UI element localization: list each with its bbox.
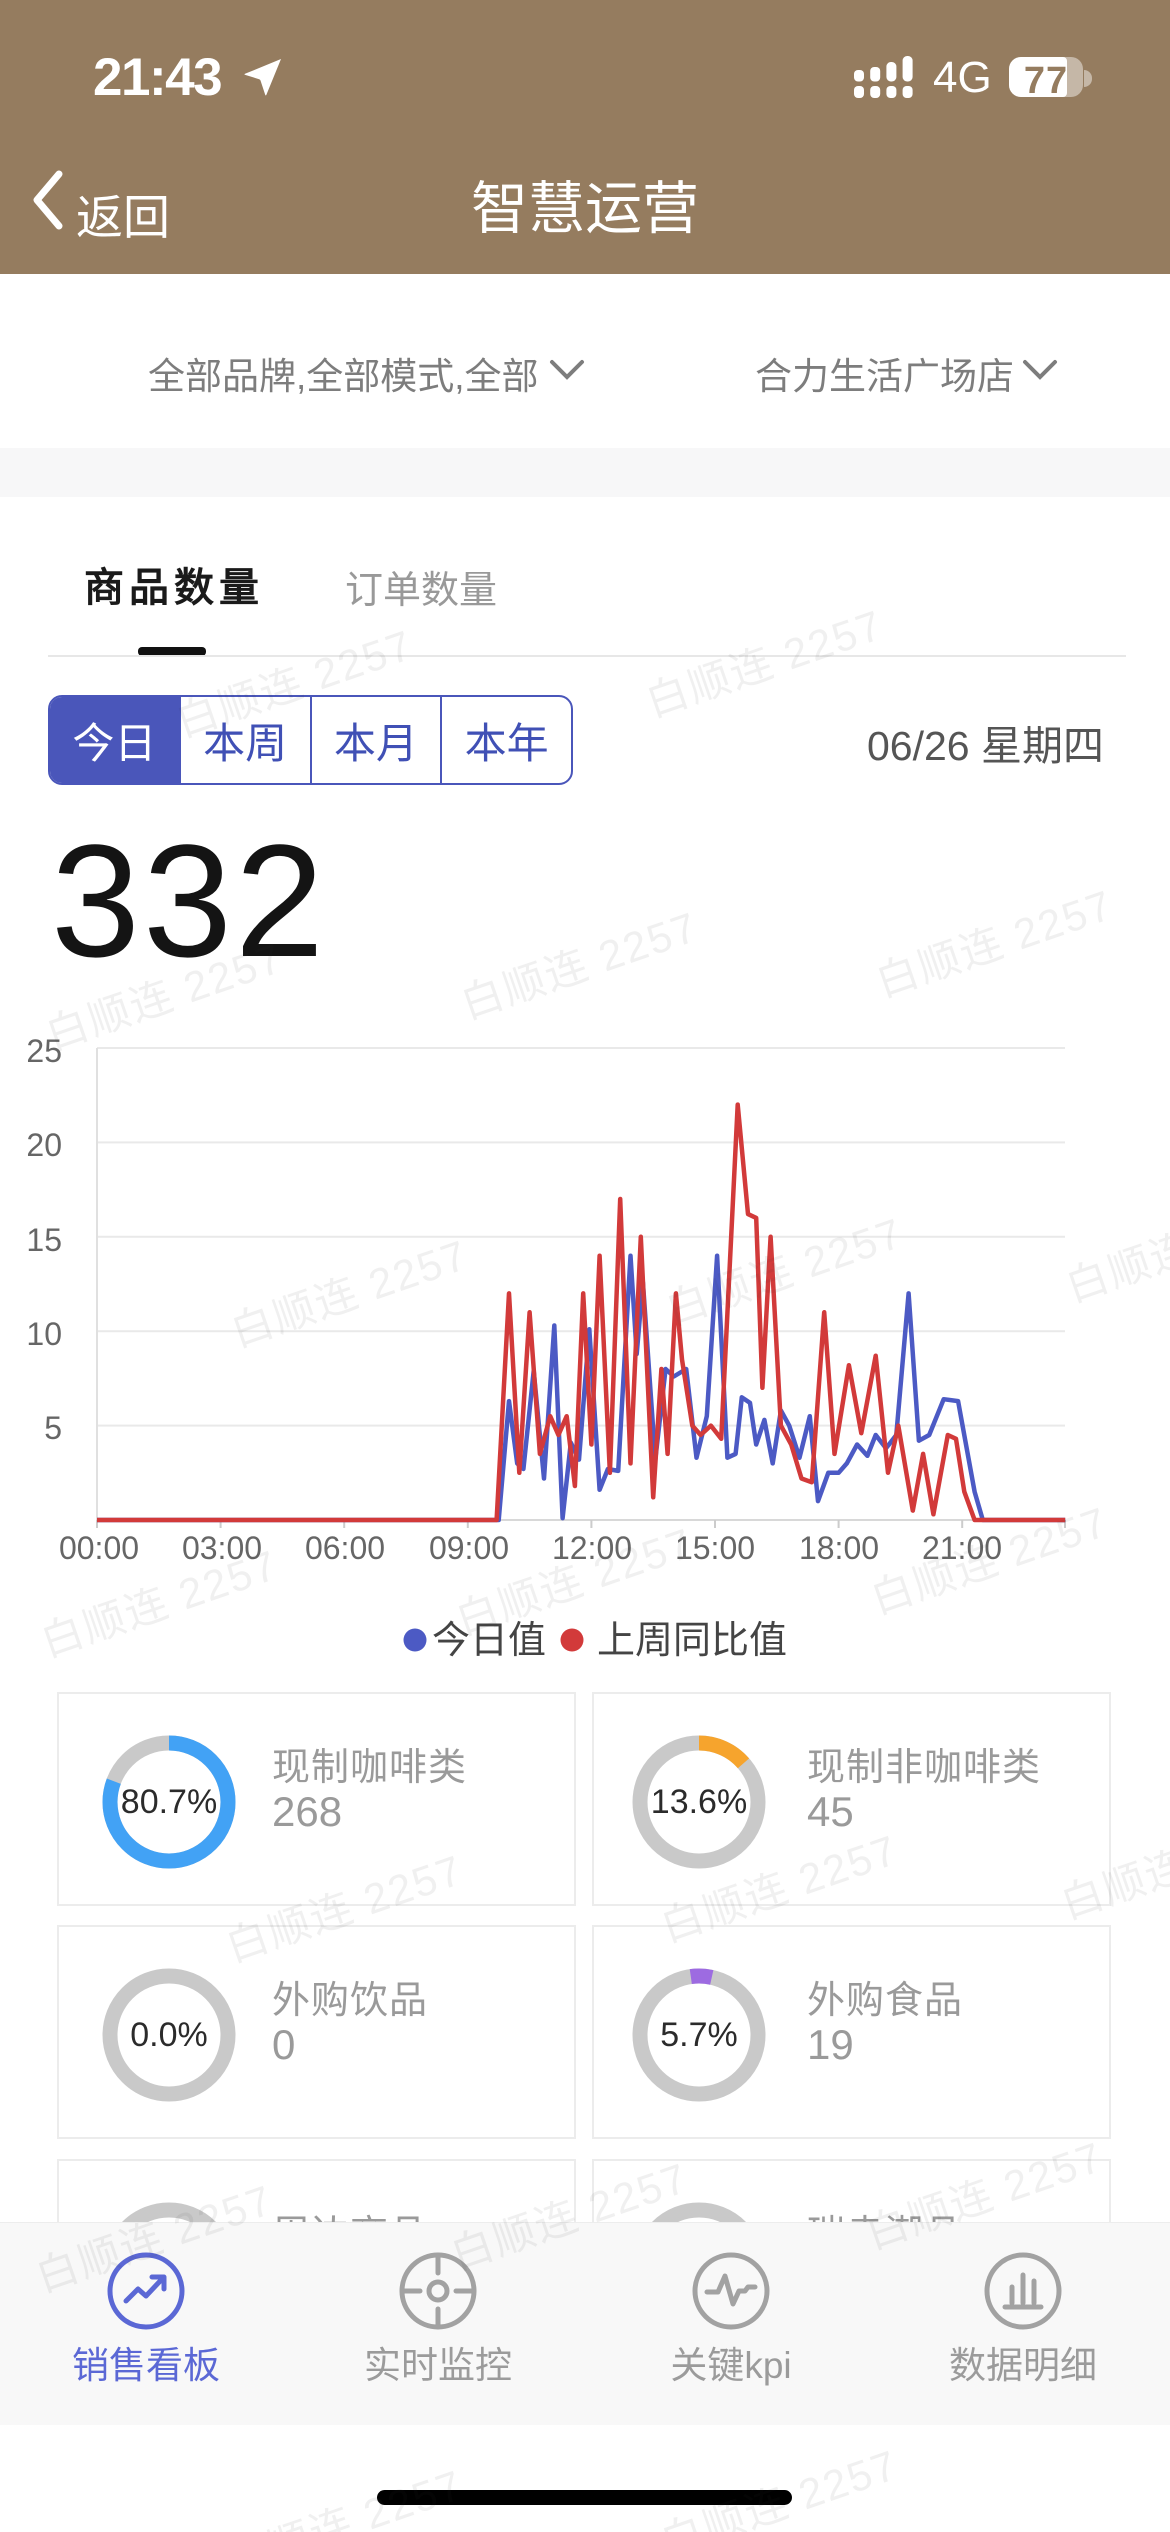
svg-text:今日值: 今日值 xyxy=(432,1620,546,1662)
svg-text:00:00: 00:00 xyxy=(59,1530,139,1566)
svg-text:上周同比值: 上周同比值 xyxy=(597,1620,787,1662)
svg-text:10: 10 xyxy=(26,1316,62,1352)
svg-text:09:00: 09:00 xyxy=(429,1530,509,1566)
svg-text:15:00: 15:00 xyxy=(675,1530,755,1566)
svg-text:25: 25 xyxy=(26,1033,62,1069)
svg-text:21:00: 21:00 xyxy=(922,1530,1002,1566)
svg-text:12:00: 12:00 xyxy=(552,1530,632,1566)
svg-text:03:00: 03:00 xyxy=(182,1530,262,1566)
svg-text:18:00: 18:00 xyxy=(799,1530,879,1566)
svg-text:5: 5 xyxy=(44,1410,62,1446)
svg-text:20: 20 xyxy=(26,1127,62,1163)
svg-text:15: 15 xyxy=(26,1222,62,1258)
svg-text:06:00: 06:00 xyxy=(305,1530,385,1566)
